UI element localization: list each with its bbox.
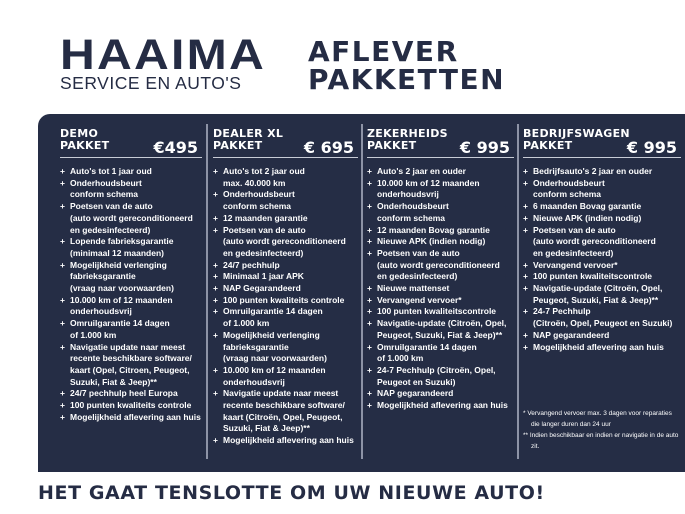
- package-name-suffix: PAKKET: [213, 139, 263, 152]
- feature-item: Mogelijkheid verlenging fabrieksgarantie…: [213, 330, 358, 365]
- column-divider: [361, 124, 363, 459]
- feature-item: 24-7 Pechhulp (Citroën, Opel, Peugeot en…: [523, 306, 681, 329]
- feature-item: Mogelijkheid aflevering aan huis: [523, 342, 681, 354]
- feature-item: 100 punten kwaliteitscontrole: [367, 306, 514, 318]
- feature-item: Mogelijkheid verlenging fabrieksgarantie…: [60, 260, 202, 295]
- package-name-suffix: PAKKET: [523, 139, 573, 152]
- feature-item: 24-7 Pechhulp (Citroën, Opel, Peugeot en…: [367, 365, 514, 388]
- feature-item: 10.000 km of 12 maanden onderhoudsvrij: [60, 295, 202, 318]
- feature-item: Onderhoudsbeurt conform schema: [213, 189, 358, 212]
- feature-item: 100 punten kwaliteits controle: [213, 295, 358, 307]
- feature-item: Navigatie-update (Citroën, Opel, Peugeot…: [367, 318, 514, 341]
- feature-item: Bedrijfsauto's 2 jaar en ouder: [523, 166, 681, 178]
- package-name: ZEKERHEIDS: [367, 127, 448, 140]
- title-line-2: PAKKETTEN: [308, 63, 506, 96]
- feature-item: Onderhoudsbeurt conform schema: [60, 178, 202, 201]
- feature-item: Nieuwe mattenset: [367, 283, 514, 295]
- feature-item: Minimaal 1 jaar APK: [213, 271, 358, 283]
- feature-item: Lopende fabrieksgarantie (minimaal 12 ma…: [60, 236, 202, 259]
- footnote: * Vervangend vervoer max. 3 dagen voor r…: [523, 410, 672, 428]
- feature-item: Auto's tot 1 jaar oud: [60, 166, 202, 178]
- package-name: BEDRIJFSWAGEN: [523, 127, 630, 140]
- feature-item: 6 maanden Bovag garantie: [523, 201, 681, 213]
- feature-item: Navigatie update naar meest recente besc…: [60, 342, 202, 389]
- feature-item: Vervangend vervoer*: [367, 295, 514, 307]
- feature-item: 12 maanden Bovag garantie: [367, 225, 514, 237]
- package-price: € 695: [303, 138, 354, 157]
- footnotes: * Vervangend vervoer max. 3 dagen voor r…: [523, 408, 681, 452]
- title-line-1: AFLEVER: [308, 35, 459, 68]
- feature-list: Auto's 2 jaar en ouder10.000 km of 12 ma…: [367, 166, 514, 412]
- package-header: BEDRIJFSWAGEN PAKKET € 995: [523, 128, 681, 158]
- feature-item: NAP gegarandeerd: [367, 388, 514, 400]
- feature-item: Omruilgarantie 14 dagen of 1.000 km: [213, 306, 358, 329]
- package-name: DEALER XL: [213, 127, 284, 140]
- page-title: AFLEVER PAKKETTEN: [308, 38, 505, 94]
- package-header: ZEKERHEIDS PAKKET € 995: [367, 128, 514, 158]
- feature-list: Auto's tot 2 jaar oud max. 40.000 kmOnde…: [213, 166, 358, 447]
- feature-item: 10.000 km of 12 maanden onderhoudsvrij: [213, 365, 358, 388]
- feature-item: Auto's 2 jaar en ouder: [367, 166, 514, 178]
- column-divider: [517, 124, 519, 459]
- package-header: DEALER XL PAKKET € 695: [213, 128, 358, 158]
- footnote: ** Indien beschikbaar en indien er navig…: [523, 432, 679, 450]
- feature-item: Onderhoudsbeurt conform schema: [367, 201, 514, 224]
- package-price: € 995: [626, 138, 677, 157]
- haaima-logo: HAAIMA SERVICE EN AUTO'S: [60, 34, 264, 93]
- package-column: DEMO PAKKET €495 Auto's tot 1 jaar oudOnd…: [60, 128, 202, 423]
- feature-item: Poetsen van de auto (auto wordt gerecond…: [213, 225, 358, 260]
- feature-item: Mogelijkheid aflevering aan huis: [60, 412, 202, 424]
- package-name-suffix: PAKKET: [60, 139, 110, 152]
- feature-item: Mogelijkheid aflevering aan huis: [367, 400, 514, 412]
- feature-list: Auto's tot 1 jaar oudOnderhoudsbeurt con…: [60, 166, 202, 423]
- feature-item: Navigatie update naar meest recente besc…: [213, 388, 358, 435]
- package-header: DEMO PAKKET €495: [60, 128, 202, 158]
- package-name-suffix: PAKKET: [367, 139, 417, 152]
- feature-item: Omruilgarantie 14 dagen of 1.000 km: [60, 318, 202, 341]
- feature-item: Auto's tot 2 jaar oud max. 40.000 km: [213, 166, 358, 189]
- feature-item: 24/7 pechhulp: [213, 260, 358, 272]
- feature-item: NAP gegarandeerd: [523, 330, 681, 342]
- package-price: € 995: [459, 138, 510, 157]
- brand-subtitle: SERVICE EN AUTO'S: [60, 73, 242, 93]
- feature-item: 100 punten kwaliteits controle: [60, 400, 202, 412]
- feature-item: 12 maanden garantie: [213, 213, 358, 225]
- package-column: BEDRIJFSWAGEN PAKKET € 995 Bedrijfsauto's…: [523, 128, 681, 353]
- feature-item: 10.000 km of 12 maanden onderhoudsvrij: [367, 178, 514, 201]
- tagline: HET GAAT TENSLOTTE OM UW NIEUWE AUTO!: [38, 482, 545, 504]
- feature-item: Vervangend vervoer*: [523, 260, 681, 272]
- package-name: DEMO: [60, 127, 99, 140]
- feature-item: Nieuwe APK (indien nodig): [523, 213, 681, 225]
- brand-name: HAAIMA: [60, 31, 267, 79]
- feature-item: Onderhoudsbeurt conform schema: [523, 178, 681, 201]
- feature-item: 100 punten kwaliteitscontrole: [523, 271, 681, 283]
- packages-panel: DEMO PAKKET €495Auto's tot 1 jaar oudOnd…: [38, 114, 685, 472]
- feature-item: NAP Gegarandeerd: [213, 283, 358, 295]
- feature-item: Poetsen van de auto (auto wordt gerecond…: [60, 201, 202, 236]
- feature-item: Mogelijkheid aflevering aan huis: [213, 435, 358, 447]
- feature-item: Poetsen van de auto (auto wordt gerecond…: [523, 225, 681, 260]
- column-divider: [206, 124, 208, 459]
- feature-item: Nieuwe APK (indien nodig): [367, 236, 514, 248]
- feature-item: Navigatie-update (Citroën, Opel, Peugeot…: [523, 283, 681, 306]
- package-price: €495: [153, 138, 198, 157]
- feature-list: Bedrijfsauto's 2 jaar en ouderOnderhouds…: [523, 166, 681, 353]
- feature-item: Poetsen van de auto (auto wordt gerecond…: [367, 248, 514, 283]
- package-column: DEALER XL PAKKET € 695 Auto's tot 2 jaar …: [213, 128, 358, 447]
- package-column: ZEKERHEIDS PAKKET € 995 Auto's 2 jaar en …: [367, 128, 514, 412]
- feature-item: 24/7 pechhulp heel Europa: [60, 388, 202, 400]
- feature-item: Omruilgarantie 14 dagen of 1.000 km: [367, 342, 514, 365]
